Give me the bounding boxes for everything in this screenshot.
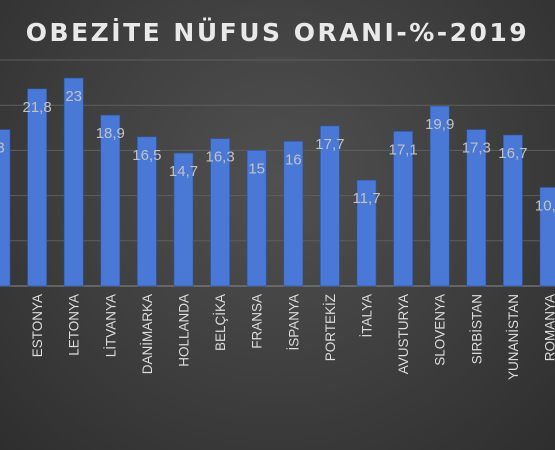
data-label: 14,7 xyxy=(169,163,198,180)
bar xyxy=(320,125,340,287)
category-label: HOLLANDA xyxy=(177,294,192,367)
bar xyxy=(100,114,121,287)
category-label: İTALYA xyxy=(360,294,375,338)
chart-title: OBEZİTE NÜFUS ORANI-%-2019 xyxy=(25,18,530,47)
data-label: 10,9 xyxy=(535,197,555,214)
category-label: BELÇİKA xyxy=(213,294,228,351)
category-label: AVUSTURYA xyxy=(396,294,411,374)
data-label: 17,1 xyxy=(388,141,417,158)
data-label: 16,3 xyxy=(205,149,234,166)
category-label: LETONYA xyxy=(67,294,82,356)
category-label: PORTEKİZ xyxy=(323,294,338,361)
category-label: SLOVENYA xyxy=(433,294,448,366)
data-label: 18,9 xyxy=(96,125,125,142)
data-label: 17,7 xyxy=(315,136,344,153)
category-label: DANİMARKA xyxy=(140,294,155,374)
bar xyxy=(63,77,84,287)
category-label: YUNANİSTAN xyxy=(506,294,521,380)
bar xyxy=(210,138,230,287)
bar xyxy=(0,129,11,287)
bar xyxy=(393,131,413,287)
data-label: 17,3 xyxy=(462,140,491,157)
bar xyxy=(466,129,487,287)
bar xyxy=(137,136,157,287)
bar xyxy=(503,134,523,287)
data-label: 21,8 xyxy=(22,99,51,116)
category-label: LİTVANYA xyxy=(103,294,118,357)
bar xyxy=(356,179,377,287)
category-label: İSPANYA xyxy=(286,294,301,351)
data-label: 16,7 xyxy=(498,145,527,162)
bar xyxy=(27,88,47,287)
data-label: 23 xyxy=(65,88,82,105)
bar xyxy=(173,152,194,287)
bar xyxy=(429,105,450,287)
data-label: 3 xyxy=(0,140,5,157)
data-label: 16 xyxy=(285,151,302,168)
bar xyxy=(246,150,267,287)
data-label: 19,9 xyxy=(425,116,454,133)
category-label: ROMANYA xyxy=(543,294,555,361)
bar xyxy=(539,187,555,287)
data-label: 15 xyxy=(248,160,265,177)
category-label: FRANSA xyxy=(250,294,265,349)
bar xyxy=(283,141,304,287)
category-label: ESTONYA xyxy=(30,294,45,357)
category-label: SIRBİSTAN xyxy=(469,294,484,364)
data-label: 11,7 xyxy=(352,190,380,207)
data-label: 16,5 xyxy=(132,147,161,164)
